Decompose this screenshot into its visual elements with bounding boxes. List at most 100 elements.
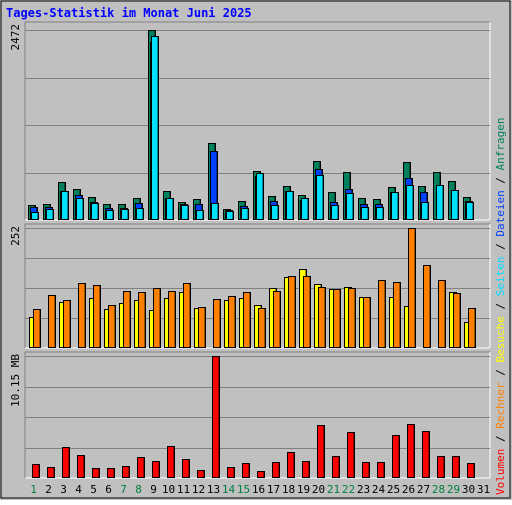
bar-rechner-day-11: [183, 283, 191, 348]
x-tick-label: 3: [60, 483, 67, 496]
x-tick-label: 10: [162, 483, 175, 496]
series-rechner: [33, 228, 476, 348]
bar-volumen-day-25: [392, 435, 400, 478]
x-tick-label: 4: [75, 483, 82, 496]
bar-seiten-day-17: [271, 205, 279, 220]
legend-entry-anfragen: Anfragen: [494, 117, 507, 170]
bar-seiten-day-28: [436, 185, 444, 220]
x-tick-label: 13: [207, 483, 220, 496]
series-seiten: [31, 36, 474, 220]
bar-volumen-day-11: [182, 459, 190, 478]
bar-seiten-day-18: [286, 191, 294, 220]
bar-seiten-day-16: [256, 173, 264, 220]
bar-seiten-day-15: [241, 208, 249, 220]
panel-volume-frame: [24, 351, 491, 479]
bar-seiten-day-12: [196, 210, 204, 220]
bar-rechner-day-23: [363, 297, 371, 348]
bar-seiten-day-24: [376, 207, 384, 220]
bar-rechner-day-29: [453, 293, 461, 348]
bar-seiten-day-23: [361, 207, 369, 220]
legend-entry-dateien: Dateien: [494, 190, 507, 236]
bar-seiten-day-8: [136, 208, 144, 220]
panel-visits-bars: [29, 228, 476, 348]
x-tick-label: 26: [402, 483, 415, 496]
bar-volumen-day-21: [332, 456, 340, 478]
bar-volumen-day-6: [107, 468, 115, 478]
bar-rechner-day-14: [228, 296, 236, 348]
bar-seiten-day-11: [181, 205, 189, 220]
x-tick-label: 24: [372, 483, 386, 496]
bar-rechner-day-24: [378, 280, 386, 348]
bar-volumen-day-28: [437, 456, 445, 478]
bar-volumen-day-20: [317, 425, 325, 478]
bar-seiten-day-10: [166, 198, 174, 220]
bar-seiten-day-25: [391, 192, 399, 220]
bar-volumen-day-14: [227, 467, 235, 478]
x-tick-label: 1: [30, 483, 37, 496]
legend-entry-seiten: Seiten: [494, 257, 507, 297]
bar-seiten-day-29: [451, 190, 459, 220]
legend-separator: /: [494, 170, 507, 190]
bar-seiten-day-22: [346, 193, 354, 220]
bar-rechner-day-8: [138, 292, 146, 348]
bar-volumen-day-3: [62, 447, 70, 478]
legend-entry-rechner: Rechner: [494, 382, 507, 429]
legend-separator: /: [494, 363, 507, 383]
bar-rechner-day-16: [258, 308, 266, 348]
bar-volumen-day-19: [302, 461, 310, 478]
bar-volumen-day-29: [452, 456, 460, 478]
x-tick-label: 5: [90, 483, 97, 496]
bar-rechner-day-21: [333, 289, 341, 348]
x-tick-label: 9: [150, 483, 157, 496]
bar-volumen-day-24: [377, 462, 385, 478]
bar-seiten-day-13: [211, 203, 219, 220]
bar-rechner-day-2: [48, 295, 56, 348]
bar-seiten-day-5: [91, 203, 99, 220]
panel-hits-bars: [28, 30, 474, 220]
x-tick-label: 2: [45, 483, 52, 496]
bar-volumen-day-26: [407, 424, 415, 478]
bar-rechner-day-19: [303, 276, 311, 348]
x-tick-label: 19: [297, 483, 310, 496]
legend-text: Volumen / Rechner / Besuche / Seiten / D…: [494, 117, 507, 495]
x-axis-day-labels: 1 2 3 4 5 6 7 8 9 10 11 12 13 14 15 16 17 18 19 20 21 22 23 24 2…: [30, 483, 490, 496]
bar-seiten-day-14: [226, 211, 234, 220]
bar-volumen-day-16: [257, 471, 265, 478]
x-tick-label: 21: [327, 483, 340, 496]
bar-volumen-day-15: [242, 463, 250, 478]
panel-visits: 252: [9, 223, 491, 349]
bar-volumen-day-7: [122, 466, 130, 478]
bar-volumen-day-12: [197, 470, 205, 478]
bar-seiten-day-26: [406, 185, 414, 220]
x-tick-label: 23: [357, 483, 370, 496]
x-tick-label: 11: [177, 483, 190, 496]
bar-rechner-day-10: [168, 291, 176, 348]
bar-volumen-day-9: [152, 461, 160, 478]
bar-volumen-day-2: [47, 467, 55, 478]
x-tick-label: 14: [222, 483, 236, 496]
panel-visits-max-label: 252: [9, 226, 22, 246]
bar-rechner-day-13: [213, 299, 221, 348]
bar-rechner-day-5: [93, 285, 101, 348]
bar-volumen-day-10: [167, 446, 175, 478]
bar-seiten-day-4: [76, 198, 84, 220]
bar-rechner-day-27: [423, 265, 431, 348]
x-tick-label: 18: [282, 483, 295, 496]
bar-volumen-day-5: [92, 468, 100, 478]
x-tick-label: 17: [267, 483, 280, 496]
legend: Volumen / Rechner / Besuche / Seiten / D…: [494, 117, 507, 495]
x-tick-label: 30: [462, 483, 475, 496]
x-tick-label: 27: [417, 483, 430, 496]
bar-rechner-day-26: [408, 228, 416, 348]
bar-rechner-day-22: [348, 288, 356, 348]
bar-rechner-day-17: [273, 291, 281, 348]
bar-volumen-day-1: [32, 464, 40, 478]
bar-seiten-day-21: [331, 205, 339, 220]
x-tick-label: 22: [342, 483, 355, 496]
x-tick-label: 15: [237, 483, 250, 496]
x-tick-label: 7: [120, 483, 127, 496]
panel-hits: 2472: [9, 21, 491, 221]
bar-volumen-day-27: [422, 431, 430, 478]
